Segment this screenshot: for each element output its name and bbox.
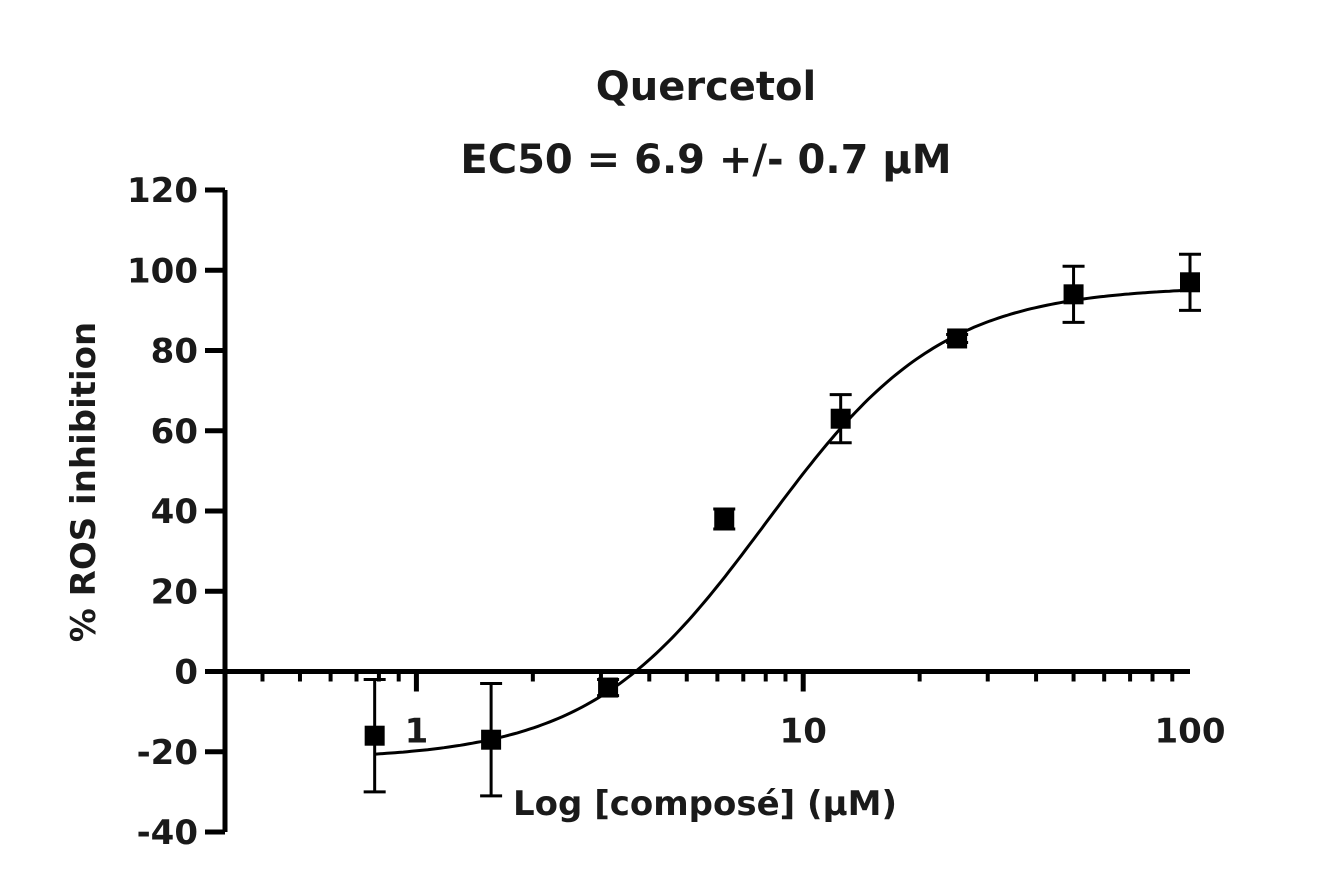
y-tick-label: 100 bbox=[127, 251, 198, 291]
data-point bbox=[1179, 252, 1201, 312]
y-axis-label: % ROS inhibition bbox=[64, 322, 104, 643]
data-point bbox=[829, 393, 852, 445]
point-marker bbox=[830, 408, 851, 429]
chart-title: Quercetol bbox=[596, 64, 817, 110]
y-tick-label: 20 bbox=[151, 572, 198, 612]
data-point bbox=[1062, 264, 1085, 324]
data-point bbox=[713, 507, 736, 531]
point-marker bbox=[598, 677, 619, 698]
y-tick-label: 40 bbox=[151, 492, 198, 532]
x-tick-label: 100 bbox=[1155, 712, 1226, 752]
data-point bbox=[946, 328, 969, 349]
y-tick-label: -20 bbox=[137, 733, 198, 773]
data-point bbox=[363, 678, 386, 794]
fit-curve bbox=[374, 288, 1191, 756]
point-marker bbox=[364, 725, 385, 746]
y-tick-label: 120 bbox=[127, 171, 198, 211]
point-marker bbox=[1063, 284, 1084, 305]
point-marker bbox=[481, 729, 502, 750]
y-axis: 120 100 80 60 40 20 0 -20 -40 bbox=[127, 171, 228, 853]
point-marker bbox=[1180, 272, 1200, 293]
x-tick-label: 10 bbox=[780, 712, 827, 752]
point-marker bbox=[947, 328, 968, 349]
y-tick-label: -40 bbox=[137, 813, 198, 853]
x-tick-label: 1 bbox=[405, 712, 429, 752]
chart-subtitle: EC50 = 6.9 +/- 0.7 µM bbox=[460, 137, 951, 183]
x-axis-label: Log [composé] (µM) bbox=[513, 784, 897, 824]
data-point bbox=[597, 677, 620, 698]
data-points bbox=[363, 252, 1201, 798]
point-marker bbox=[714, 509, 735, 530]
y-tick-label: 80 bbox=[151, 332, 198, 372]
y-tick-label: 0 bbox=[174, 653, 198, 693]
data-point bbox=[480, 682, 503, 798]
x-axis: 1 10 100 bbox=[225, 669, 1226, 752]
y-tick-label: 60 bbox=[151, 412, 198, 452]
